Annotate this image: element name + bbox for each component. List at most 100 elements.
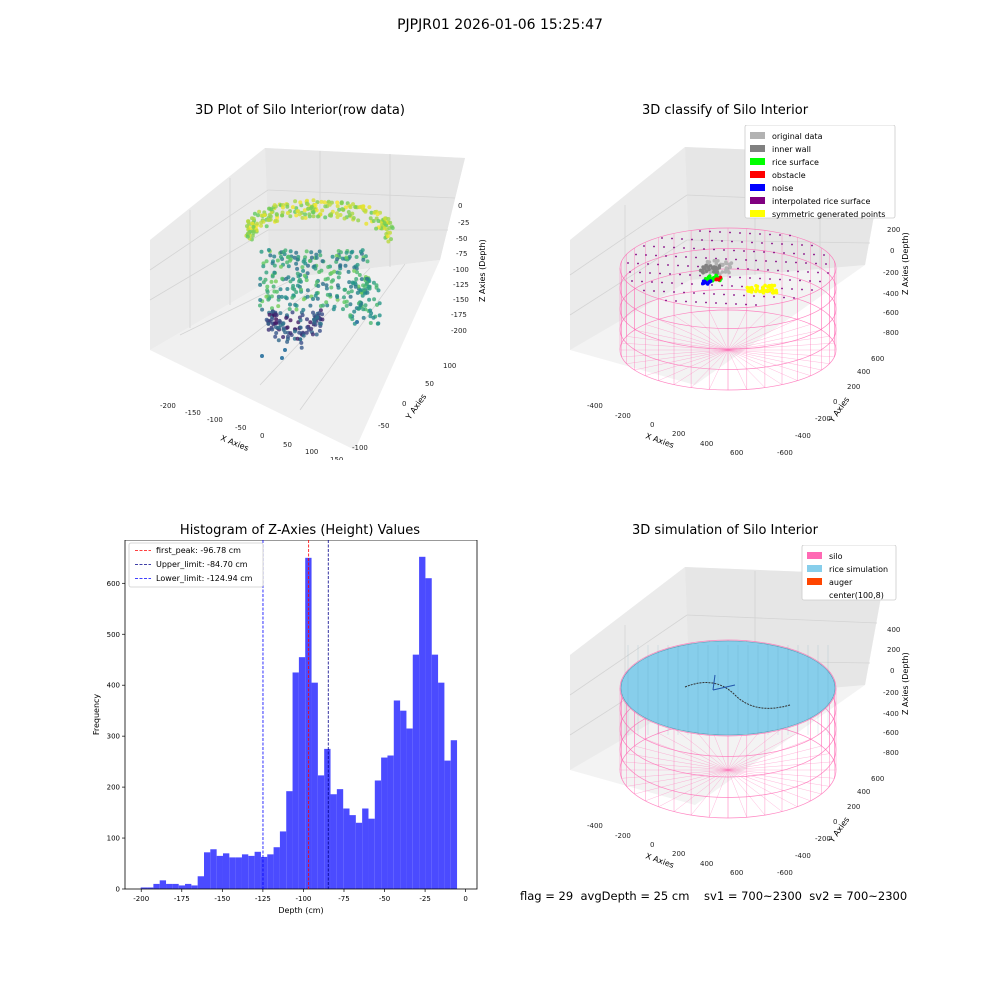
plot1-point bbox=[357, 306, 362, 311]
plot1-point bbox=[313, 266, 318, 271]
legend-label: noise bbox=[772, 184, 793, 193]
plot1-point bbox=[305, 202, 310, 207]
plot2-interp-point bbox=[749, 277, 751, 279]
silo-spoke bbox=[645, 324, 729, 351]
histogram-bar bbox=[292, 672, 299, 889]
plot1-point bbox=[306, 206, 311, 211]
plot2-ytick: -400 bbox=[795, 432, 811, 440]
plot1-point bbox=[281, 205, 285, 210]
plot2-interp-point bbox=[801, 244, 803, 246]
plot1-point bbox=[361, 204, 366, 209]
plot2-interp-point bbox=[699, 230, 701, 232]
plot1-point bbox=[314, 316, 319, 321]
plot2-ztick: 0 bbox=[890, 247, 894, 255]
histogram-bar bbox=[400, 710, 407, 889]
plot2-interp-point bbox=[769, 233, 771, 236]
plot1-point bbox=[335, 200, 340, 205]
plot4-xtick: -400 bbox=[587, 822, 603, 830]
plot1-point bbox=[288, 257, 293, 262]
plot1-point bbox=[306, 263, 310, 268]
plot4-ytick: 600 bbox=[871, 775, 884, 783]
legend-label: inner wall bbox=[772, 145, 811, 154]
plot1-point bbox=[269, 207, 274, 212]
plot1-point bbox=[278, 323, 283, 328]
plot2-ytick: -600 bbox=[777, 449, 793, 457]
y-axis-label: Frequency bbox=[92, 694, 101, 736]
silo-spoke bbox=[709, 310, 729, 351]
plot1-point bbox=[315, 296, 320, 301]
plot1-ytick: -100 bbox=[352, 444, 368, 452]
plot2-xtick: -400 bbox=[587, 402, 603, 410]
plot4-ytick: 400 bbox=[857, 788, 870, 796]
plot1-point bbox=[294, 213, 299, 218]
histogram-bar bbox=[197, 876, 204, 889]
plot1-point bbox=[316, 284, 321, 288]
plot1-point bbox=[353, 284, 358, 289]
plot1-point bbox=[338, 264, 343, 269]
silo-spoke bbox=[626, 336, 729, 351]
plot2-class-point bbox=[745, 285, 750, 290]
silo-spoke bbox=[709, 769, 729, 818]
silo-spoke bbox=[634, 349, 729, 371]
plot1-point bbox=[330, 254, 335, 259]
plot1-point bbox=[273, 334, 278, 339]
plot1-point bbox=[323, 215, 328, 220]
plot1-point bbox=[292, 287, 297, 292]
plot1-point bbox=[274, 212, 279, 217]
silo-spoke bbox=[727, 753, 830, 771]
plot2-zlabel: Z Axies (Depth) bbox=[901, 232, 910, 295]
plot1-point bbox=[379, 223, 384, 227]
plot2-interp-point bbox=[669, 273, 671, 275]
plot2-interp-point bbox=[733, 294, 735, 296]
plot2-class-point bbox=[720, 270, 725, 274]
plot2-interp-point bbox=[709, 230, 711, 233]
silo-spoke bbox=[645, 738, 729, 771]
plot1-point bbox=[280, 276, 285, 281]
plot1-point bbox=[297, 212, 302, 217]
plot1-point bbox=[313, 203, 318, 207]
plot1-point bbox=[335, 215, 340, 219]
plot2-interp-point bbox=[661, 281, 663, 284]
plot2-interp-point bbox=[745, 303, 747, 306]
histogram-bar bbox=[229, 857, 236, 889]
plot1-point bbox=[286, 334, 290, 339]
plot1-point bbox=[321, 282, 325, 286]
plot2-interp-point bbox=[759, 233, 761, 235]
plot1-3d-scatter: -200 -150 -100 -50 0 50 100 150 X Axies … bbox=[149, 148, 487, 460]
plot1-point bbox=[376, 219, 381, 223]
plot1-point bbox=[385, 234, 390, 239]
plot1-point bbox=[295, 271, 300, 276]
plot2-class-point bbox=[704, 269, 709, 273]
histogram-bar bbox=[153, 883, 160, 889]
plot2-class-point bbox=[701, 281, 705, 286]
histogram-bar bbox=[419, 556, 426, 889]
legend-swatch bbox=[807, 591, 822, 598]
silo-spoke bbox=[673, 349, 729, 385]
plot1-point bbox=[337, 207, 342, 212]
plot1-ztick: -200 bbox=[451, 327, 467, 335]
histogram-bar bbox=[279, 831, 287, 889]
plot1-point bbox=[344, 250, 349, 255]
silo-spoke bbox=[727, 349, 822, 371]
plot1-point bbox=[339, 200, 344, 205]
histogram-frame bbox=[124, 540, 478, 890]
plot1-point bbox=[335, 257, 340, 262]
plot1-ztick: -75 bbox=[456, 250, 467, 258]
plot1-point bbox=[314, 208, 319, 213]
plot1-point bbox=[300, 265, 305, 270]
histogram-bar bbox=[355, 822, 363, 889]
plot1-point bbox=[354, 277, 359, 281]
plot2-class-point bbox=[720, 263, 725, 267]
plot1-point bbox=[281, 335, 286, 339]
silo-spoke bbox=[727, 733, 798, 771]
plot4-ytick: 0 bbox=[833, 818, 837, 826]
silo-spoke bbox=[727, 769, 747, 818]
plot4-ytick: -600 bbox=[777, 869, 793, 877]
plot2-interp-point bbox=[761, 242, 763, 244]
silo-spoke bbox=[658, 733, 729, 771]
plot1-point bbox=[349, 289, 354, 294]
plot4-3d-simulation: -400 -200 0 200 400 600 X Axies -600 -40… bbox=[569, 545, 910, 877]
plot1-point bbox=[331, 307, 336, 312]
silo-spoke bbox=[621, 342, 729, 351]
plot4-ztick: 200 bbox=[887, 646, 900, 654]
